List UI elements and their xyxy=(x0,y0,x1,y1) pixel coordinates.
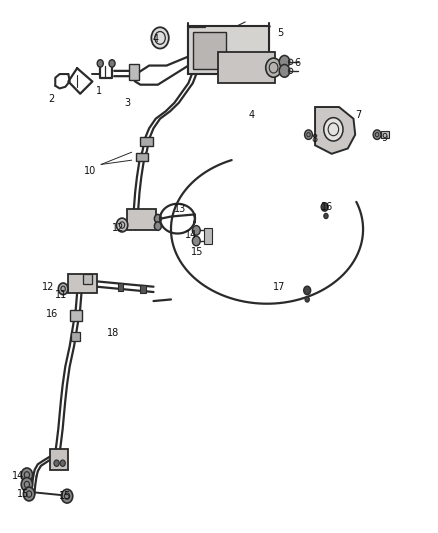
Circle shape xyxy=(305,297,309,302)
Text: 15: 15 xyxy=(59,491,71,501)
Text: 3: 3 xyxy=(124,98,131,108)
Text: 14: 14 xyxy=(12,472,24,481)
Circle shape xyxy=(21,478,32,491)
Bar xyxy=(71,333,80,341)
Circle shape xyxy=(77,275,83,282)
Bar xyxy=(49,449,68,470)
Text: 5: 5 xyxy=(277,28,283,38)
Text: 7: 7 xyxy=(356,110,362,120)
Text: 8: 8 xyxy=(311,134,317,144)
Bar xyxy=(188,26,269,74)
Text: 16: 16 xyxy=(321,202,333,212)
Bar xyxy=(127,209,155,230)
Circle shape xyxy=(109,60,115,67)
Text: 15: 15 xyxy=(191,247,203,256)
Text: 10: 10 xyxy=(84,166,96,176)
Circle shape xyxy=(304,130,312,140)
Text: 12: 12 xyxy=(42,282,54,292)
Bar xyxy=(204,228,212,244)
Bar xyxy=(218,52,275,83)
Circle shape xyxy=(151,27,169,49)
Bar xyxy=(140,137,152,147)
Text: 6: 6 xyxy=(294,59,300,68)
Bar xyxy=(130,64,139,80)
Bar xyxy=(68,274,97,293)
Text: 16: 16 xyxy=(46,309,58,319)
Circle shape xyxy=(58,283,68,295)
Circle shape xyxy=(321,203,328,211)
Circle shape xyxy=(192,225,200,235)
Bar xyxy=(118,283,123,292)
Bar xyxy=(141,285,146,293)
Circle shape xyxy=(324,118,343,141)
Bar xyxy=(381,132,389,138)
Text: 13: 13 xyxy=(173,204,186,214)
Text: 12: 12 xyxy=(112,223,124,233)
Circle shape xyxy=(54,460,59,466)
Circle shape xyxy=(21,468,32,482)
Bar xyxy=(83,274,92,284)
Text: 18: 18 xyxy=(107,328,120,338)
Circle shape xyxy=(304,286,311,295)
Circle shape xyxy=(266,58,282,77)
Circle shape xyxy=(154,222,161,230)
Circle shape xyxy=(97,60,103,67)
Bar xyxy=(193,31,226,69)
Circle shape xyxy=(192,236,200,246)
Circle shape xyxy=(60,460,65,466)
Bar xyxy=(70,310,82,321)
Circle shape xyxy=(373,130,381,140)
Circle shape xyxy=(279,64,290,77)
Circle shape xyxy=(61,489,73,503)
Text: 17: 17 xyxy=(273,282,286,292)
Bar xyxy=(136,153,148,161)
Text: 9: 9 xyxy=(382,133,388,143)
Text: 4: 4 xyxy=(249,110,255,120)
Text: 11: 11 xyxy=(55,290,67,300)
Circle shape xyxy=(324,213,328,219)
Polygon shape xyxy=(315,107,355,154)
Circle shape xyxy=(117,218,128,232)
Text: 14: 14 xyxy=(184,230,197,240)
Text: 15: 15 xyxy=(17,489,30,499)
Circle shape xyxy=(23,487,35,501)
Text: 2: 2 xyxy=(48,94,54,104)
Polygon shape xyxy=(188,26,206,27)
Circle shape xyxy=(154,214,161,223)
Text: 1: 1 xyxy=(96,86,102,96)
Circle shape xyxy=(279,55,290,68)
Text: 4: 4 xyxy=(152,34,159,44)
